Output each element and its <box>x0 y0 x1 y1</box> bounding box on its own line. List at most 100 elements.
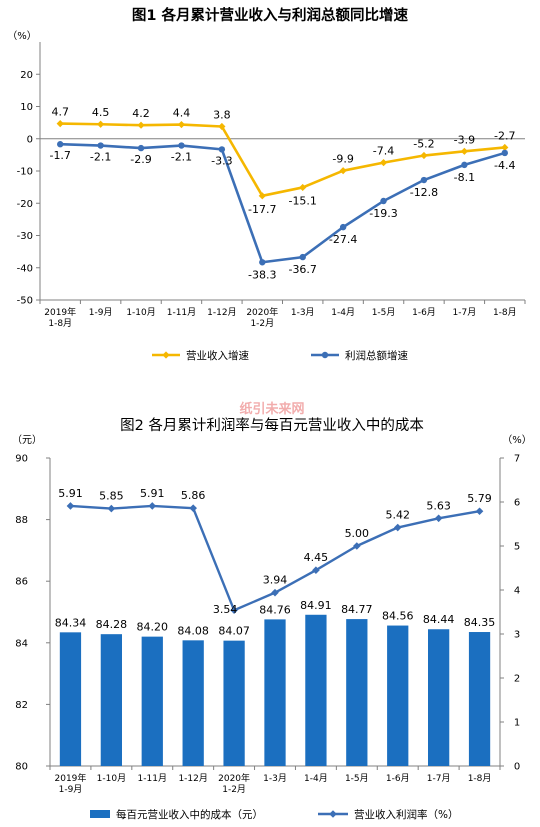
revenue-growth-data-label: 4.7 <box>51 106 69 119</box>
profit-growth-data-label: -2.1 <box>90 151 111 164</box>
profit-margin-data-label: 5.85 <box>99 490 124 503</box>
cost-bar <box>100 634 122 766</box>
cost-bar <box>141 636 163 766</box>
profit-growth-data-label: -4.4 <box>494 159 515 172</box>
revenue-growth-point <box>501 143 509 152</box>
chart-1-x-tick-label: 1-12月 <box>207 307 236 318</box>
revenue-growth-point <box>56 119 64 128</box>
profit-growth-point <box>380 197 387 205</box>
profit-margin-point <box>271 588 279 597</box>
legend-margin-label: 营业收入利润率（%） <box>354 808 458 821</box>
chart-1: 图1 各月累计营业收入与利润总额同比增速 （%） -50 -40 -30 -20 -10… <box>7 6 526 362</box>
cost-bar-label: 84.34 <box>55 616 87 629</box>
chart-1-y-tick-label: -40 <box>17 263 33 274</box>
cost-bar-label: 84.28 <box>96 618 128 631</box>
profit-margin-point <box>148 502 157 510</box>
profit-margin-point <box>475 507 484 516</box>
revenue-growth-data-label: 4.4 <box>173 107 191 120</box>
chart-2-x-tick-label: 1-8月 <box>468 773 492 784</box>
cost-bar-label: 84.07 <box>218 625 250 638</box>
chart-2-x-tick-label: 1-3月 <box>263 773 287 784</box>
profit-margin-data-label: 5.86 <box>181 489 206 502</box>
revenue-growth-data-label: -2.7 <box>494 129 515 142</box>
profit-margin-data-label: 3.54 <box>213 603 238 616</box>
chart-2-left-y-unit: （元） <box>12 434 42 446</box>
profit-growth-data-label: -27.4 <box>329 233 357 246</box>
chart-1-title: 图1 各月累计营业收入与利润总额同比增速 <box>132 6 409 24</box>
chart-2-left-tick-label: 82 <box>15 700 28 711</box>
chart-1-y-tick-label: -20 <box>17 199 33 210</box>
chart-2-x-tick-label: 2020年 1-2月 <box>218 772 250 795</box>
profit-margin-point <box>353 542 361 550</box>
chart-2-x-tick-label: 2019年 1-9月 <box>55 772 87 795</box>
chart-1-x-tick-label: 2019年 1-8月 <box>44 306 76 329</box>
cost-bar-label: 84.77 <box>341 603 373 616</box>
cost-bar <box>428 629 450 766</box>
chart-1-y-tick-label: -30 <box>17 231 33 242</box>
chart-1-x-tick-label: 1-5月 <box>372 307 396 318</box>
revenue-growth-point <box>339 167 347 175</box>
profit-margin-data-label: 5.63 <box>426 499 451 512</box>
chart-1-y-tick-label: 10 <box>20 102 33 113</box>
revenue-growth-data-label: -7.4 <box>373 145 394 158</box>
revenue-growth-point <box>97 120 105 128</box>
cost-bar <box>59 632 82 766</box>
legend-profit-marker <box>321 351 329 359</box>
profit-margin-point <box>107 504 116 513</box>
cost-bar <box>223 640 245 766</box>
profit-margin-data-label: 5.91 <box>58 487 83 500</box>
chart-2-x-tick-label: 1-10月 <box>97 773 126 784</box>
legend-revenue-label: 营业收入增速 <box>186 349 249 362</box>
chart-2-left-tick-label: 86 <box>15 577 28 588</box>
chart-1-x-tick-label: 1-8月 <box>493 307 517 318</box>
revenue-growth-point <box>258 192 266 200</box>
chart-1-x-tick-label: 1-4月 <box>331 307 355 318</box>
profit-growth-point <box>218 146 226 153</box>
profit-margin-point <box>312 566 320 574</box>
profit-growth-point <box>501 149 508 157</box>
legend-margin-marker <box>329 810 337 818</box>
legend-profit-label: 利润总额增速 <box>345 349 408 362</box>
revenue-growth-point <box>460 147 468 155</box>
chart-2-line: 5.91 5.85 5.91 5.86 3.54 3.94 4.45 5.00 5.42 5.63… <box>58 487 492 616</box>
profit-growth-point <box>97 142 104 149</box>
profit-growth-point <box>461 161 468 169</box>
chart-2-right-y-unit: （%） <box>502 434 532 446</box>
profit-growth-point <box>57 141 64 148</box>
profit-margin-data-label: 4.45 <box>304 551 329 564</box>
profit-growth-point <box>178 142 185 149</box>
profit-growth-data-label: -2.9 <box>130 153 151 166</box>
revenue-growth-point <box>420 151 428 160</box>
chart-1-x-tick-label: 1-6月 <box>412 307 436 318</box>
profit-growth-data-label: -12.8 <box>410 186 438 199</box>
chart-1-y-tick-label: -10 <box>17 167 33 178</box>
profit-growth-data-label: -3.3 <box>211 154 232 167</box>
revenue-growth-data-label: -5.2 <box>413 138 434 151</box>
revenue-growth-point <box>379 159 388 167</box>
chart-1-series: 4.7 4.5 4.2 4.4 3.8 -17.7 -15.1 -9.9 -7.4 -5.2 -3.… <box>49 106 515 282</box>
profit-growth-line <box>60 142 506 264</box>
chart-2-left-tick-label: 84 <box>15 638 28 649</box>
profit-margin-data-label: 3.94 <box>263 574 288 587</box>
chart-1-x-tick-label: 1-10月 <box>126 307 155 318</box>
revenue-growth-data-label: 3.8 <box>213 108 231 121</box>
profit-margin-data-label: 5.91 <box>140 487 165 500</box>
revenue-growth-data-label: -17.7 <box>248 203 276 216</box>
chart-2-left-tick-label: 88 <box>15 515 28 526</box>
revenue-growth-data-label: 4.5 <box>92 106 110 119</box>
chart-2-x-tick-label: 1-7月 <box>427 773 451 784</box>
profit-growth-data-label: -19.3 <box>369 207 397 220</box>
chart-1-axes: -50 -40 -30 -20 -10 0 10 20 2019年 1-8月 1-9月 1-10月 1-… <box>17 42 526 329</box>
cost-bar <box>346 619 368 766</box>
revenue-growth-point <box>218 122 226 131</box>
chart-2-right-tick-label: 0 <box>514 762 520 773</box>
chart-2-title: 图2 各月累计利润率与每百元营业收入中的成本 <box>120 417 424 434</box>
profit-margin-point <box>189 504 197 512</box>
cost-bar <box>264 619 286 766</box>
chart-2-right-tick-label: 7 <box>514 454 520 465</box>
cost-bar-label: 84.35 <box>464 616 496 629</box>
chart-1-y-tick-label: 0 <box>27 134 33 145</box>
chart-2-right-tick-label: 1 <box>514 718 520 729</box>
profit-margin-data-label: 5.79 <box>467 492 492 505</box>
